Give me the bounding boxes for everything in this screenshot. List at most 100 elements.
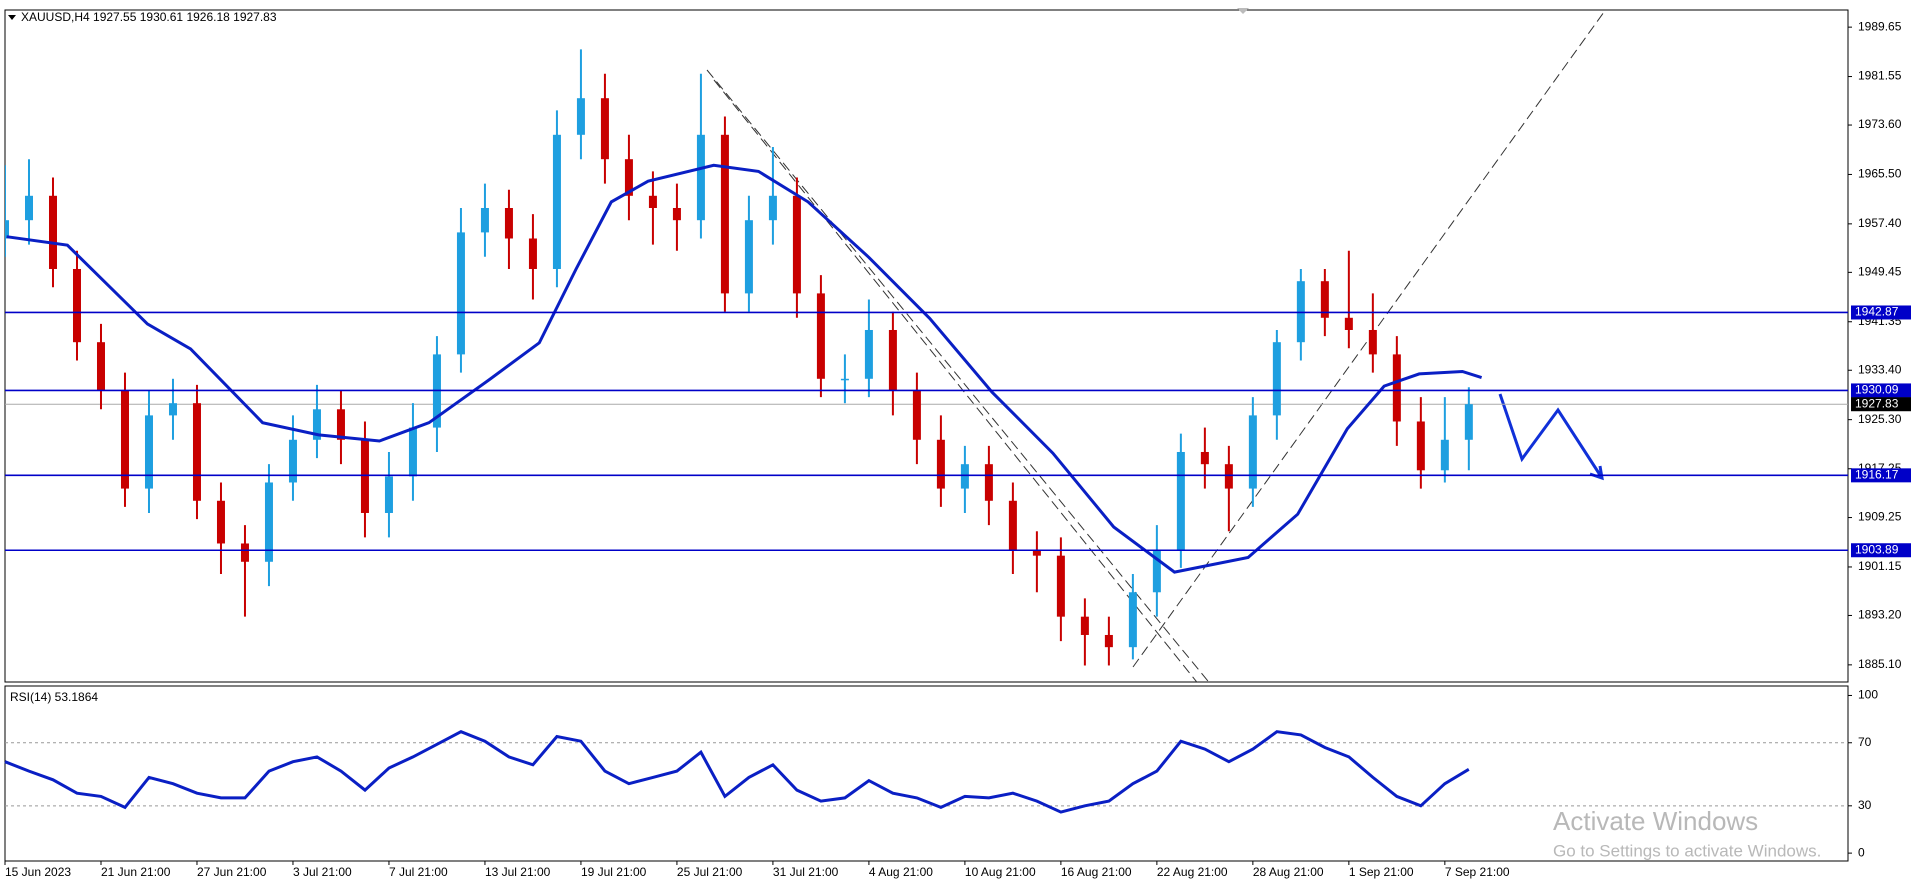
candle-body (504, 207, 513, 239)
rsi-title: RSI(14) 53.1864 (10, 690, 98, 704)
candle-body (216, 500, 225, 544)
y-tick-label: 1885.10 (1858, 657, 1902, 671)
level-label: 1942.87 (1855, 305, 1899, 319)
x-tick-label: 22 Aug 21:00 (1157, 865, 1228, 879)
x-tick-label: 7 Jul 21:00 (389, 865, 448, 879)
candle-body (1392, 354, 1401, 422)
candle-body (816, 293, 825, 379)
candle-body (1008, 500, 1017, 550)
candle-body (240, 543, 249, 562)
forecast-arrow (1498, 393, 1604, 479)
level-label-box (1851, 543, 1911, 558)
candle-body (96, 342, 105, 391)
candle-body (1464, 404, 1473, 440)
candle-body (864, 329, 873, 379)
candle-body (336, 409, 345, 440)
candle-body (528, 238, 537, 269)
menu-arrow (8, 15, 16, 20)
candle-body (576, 98, 585, 135)
x-tick-label: 19 Jul 21:00 (581, 865, 647, 879)
candle-body (408, 427, 417, 477)
candle-body (1200, 451, 1209, 465)
current-price-label: 1927.83 (1855, 396, 1899, 410)
y-tick-label: 1893.20 (1858, 608, 1902, 622)
x-tick-label: 10 Aug 21:00 (965, 865, 1036, 879)
candle-body (720, 134, 729, 294)
y-tick-label: 100 (1858, 688, 1878, 702)
y-tick-label: 0 (1858, 845, 1865, 859)
candle-body (1176, 451, 1185, 550)
candle-body (744, 220, 753, 294)
candle-body (1032, 549, 1041, 556)
y-tick-label: 1909.25 (1858, 510, 1902, 524)
x-tick-label: 7 Sep 21:00 (1445, 865, 1510, 879)
candle-body (384, 476, 393, 513)
candle-body (1368, 329, 1377, 355)
x-tick-label: 21 Jun 21:00 (101, 865, 171, 879)
level-label-box (1851, 383, 1911, 398)
candle-body (624, 159, 633, 196)
price-panel-frame (4, 9, 1849, 683)
candle-body (768, 195, 777, 221)
candle-body (1152, 549, 1161, 593)
rsi-panel-frame (4, 685, 1849, 862)
candle-body (24, 195, 33, 221)
candle-body (912, 390, 921, 440)
candle-body (72, 268, 81, 343)
level-label-box (1851, 468, 1911, 483)
candle-body (1080, 616, 1089, 635)
candle-body (1416, 421, 1425, 471)
candle-body (5, 220, 9, 239)
watermark-title: Activate Windows (1553, 806, 1758, 836)
candle-body (960, 464, 969, 489)
x-tick-label: 28 Aug 21:00 (1253, 865, 1324, 879)
x-tick-label: 15 Jun 2023 (5, 865, 71, 879)
rsi-line (4, 730, 1470, 814)
plot-area (5, 49, 1848, 666)
y-tick-label: 1981.55 (1858, 69, 1902, 83)
level-label: 1930.09 (1855, 383, 1899, 397)
candle-body (192, 403, 201, 501)
candle-body (144, 415, 153, 489)
candle-body (840, 378, 849, 381)
candle-body (672, 207, 681, 221)
x-tick-label: 25 Jul 21:00 (677, 865, 743, 879)
y-tick-label: 1933.40 (1858, 362, 1902, 376)
candle-body (1224, 464, 1233, 489)
trend-line (1132, 11, 1605, 668)
y-tick-label: 1965.50 (1858, 167, 1902, 181)
candle-body (360, 439, 369, 513)
candle-body (552, 134, 561, 269)
trend-lines (706, 11, 1605, 682)
candle-body (1248, 415, 1257, 489)
candle-body (1440, 439, 1449, 471)
candle-body (264, 482, 273, 562)
candle-body (48, 195, 57, 269)
candle-body (456, 232, 465, 355)
candle-body (480, 207, 489, 233)
y-tick-label: 70 (1858, 735, 1872, 749)
x-tick-label: 4 Aug 21:00 (869, 865, 933, 879)
y-tick-label: 1925.30 (1858, 412, 1902, 426)
trend-line (713, 79, 1198, 682)
candle-body (696, 134, 705, 221)
y-tick-label: 1901.15 (1858, 559, 1902, 573)
candle-body (888, 329, 897, 391)
x-tick-label: 27 Jun 21:00 (197, 865, 267, 879)
watermark-subtitle: Go to Settings to activate Windows. (1553, 841, 1821, 860)
candle-body (600, 98, 609, 160)
trend-line (706, 69, 1210, 682)
y-tick-label: 1989.65 (1858, 19, 1902, 33)
level-label: 1916.17 (1855, 468, 1899, 482)
x-tick-label: 3 Jul 21:00 (293, 865, 352, 879)
candle-body (936, 439, 945, 489)
candle-body (792, 195, 801, 294)
candle-body (648, 195, 657, 208)
x-tick-label: 1 Sep 21:00 (1349, 865, 1414, 879)
moving-average (6, 163, 1483, 574)
candle-body (1104, 634, 1113, 648)
candle-body (168, 403, 177, 416)
candle-body (312, 409, 321, 440)
